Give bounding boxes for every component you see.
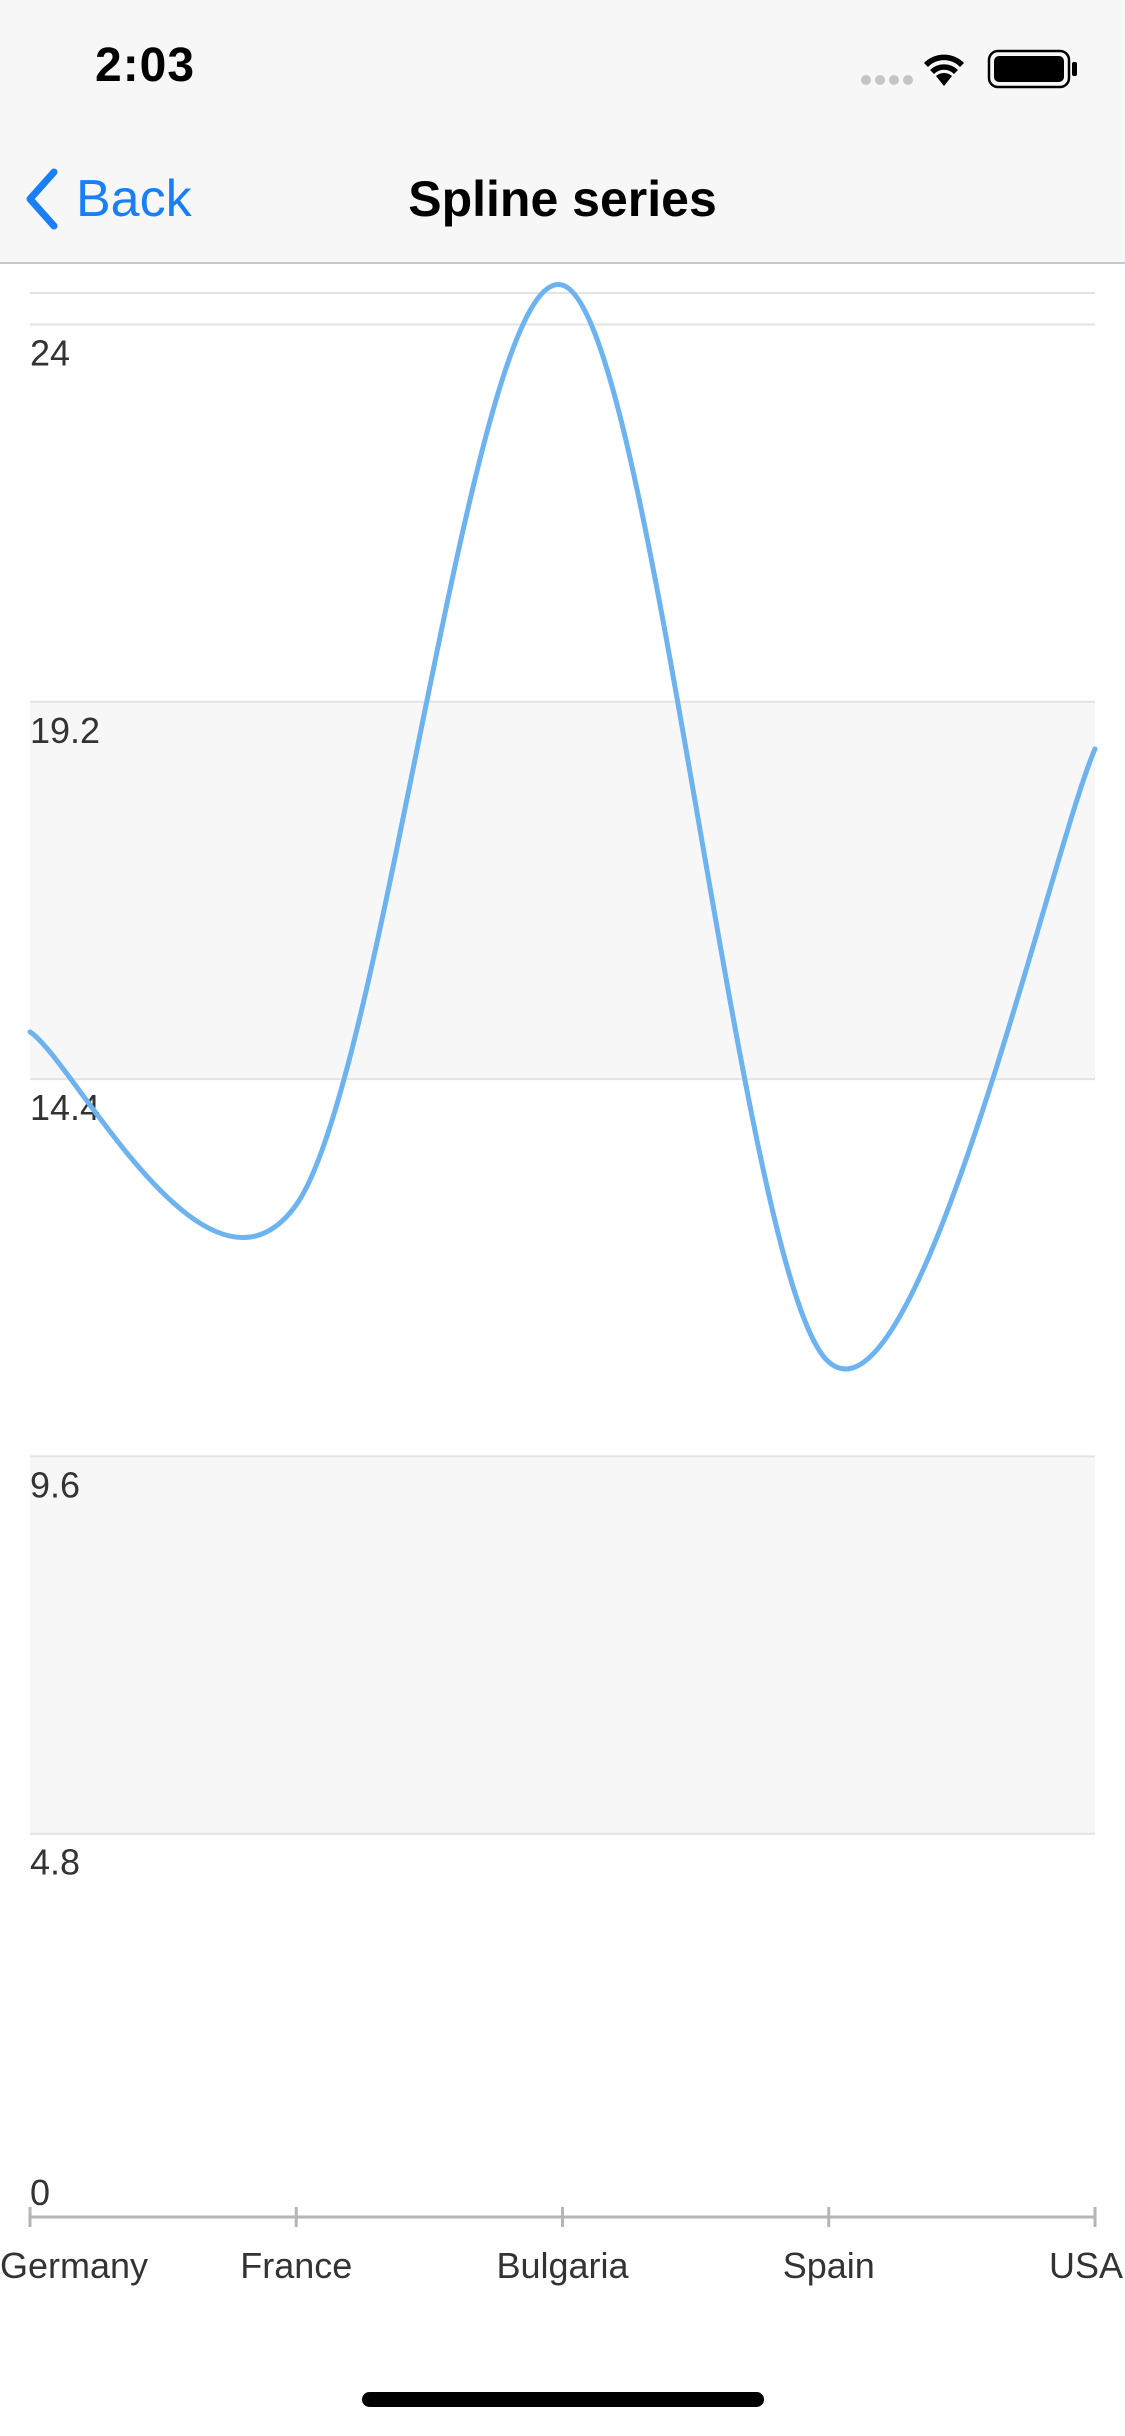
status-time: 2:03 [95,39,196,92]
x-category-label: USA [1049,2245,1123,2286]
wifi-icon [924,54,964,86]
x-category-label: France [240,2245,352,2286]
status-icons [860,46,1080,90]
y-tick-label: 14.4 [30,1087,100,1128]
grid-band [30,1456,1095,1834]
grid-band [30,701,1095,1080]
chevron-left-icon [26,168,58,230]
signal-dots-icon [861,75,913,85]
battery-icon [987,49,1077,89]
back-button[interactable]: Back [22,164,192,234]
home-indicator[interactable] [362,2392,764,2407]
x-category-label: Germany [0,2245,148,2286]
series-line [27,282,1098,1372]
y-tick-label: 4.8 [30,1842,80,1883]
y-tick-label: 24 [30,332,70,373]
y-tick-label: 0 [30,2172,50,2213]
y-tick-label: 9.6 [30,1464,80,1505]
status-bar: 2:03 [0,0,1125,132]
spline-chart: 0 4.8 9.6 14.4 19.2 24 Germany France Bulgaria Sp… [0,264,1125,2304]
chart-svg: 0 4.8 9.6 14.4 19.2 24 Germany France Bulgaria Sp… [0,282,1123,2286]
x-category-label: Spain [783,2245,875,2286]
back-label: Back [76,170,192,228]
x-category-label: Bulgaria [496,2245,629,2286]
page-title: Spline series [408,171,717,227]
y-tick-label: 19.2 [30,710,100,751]
navigation-bar: Back Spline series [0,132,1125,264]
